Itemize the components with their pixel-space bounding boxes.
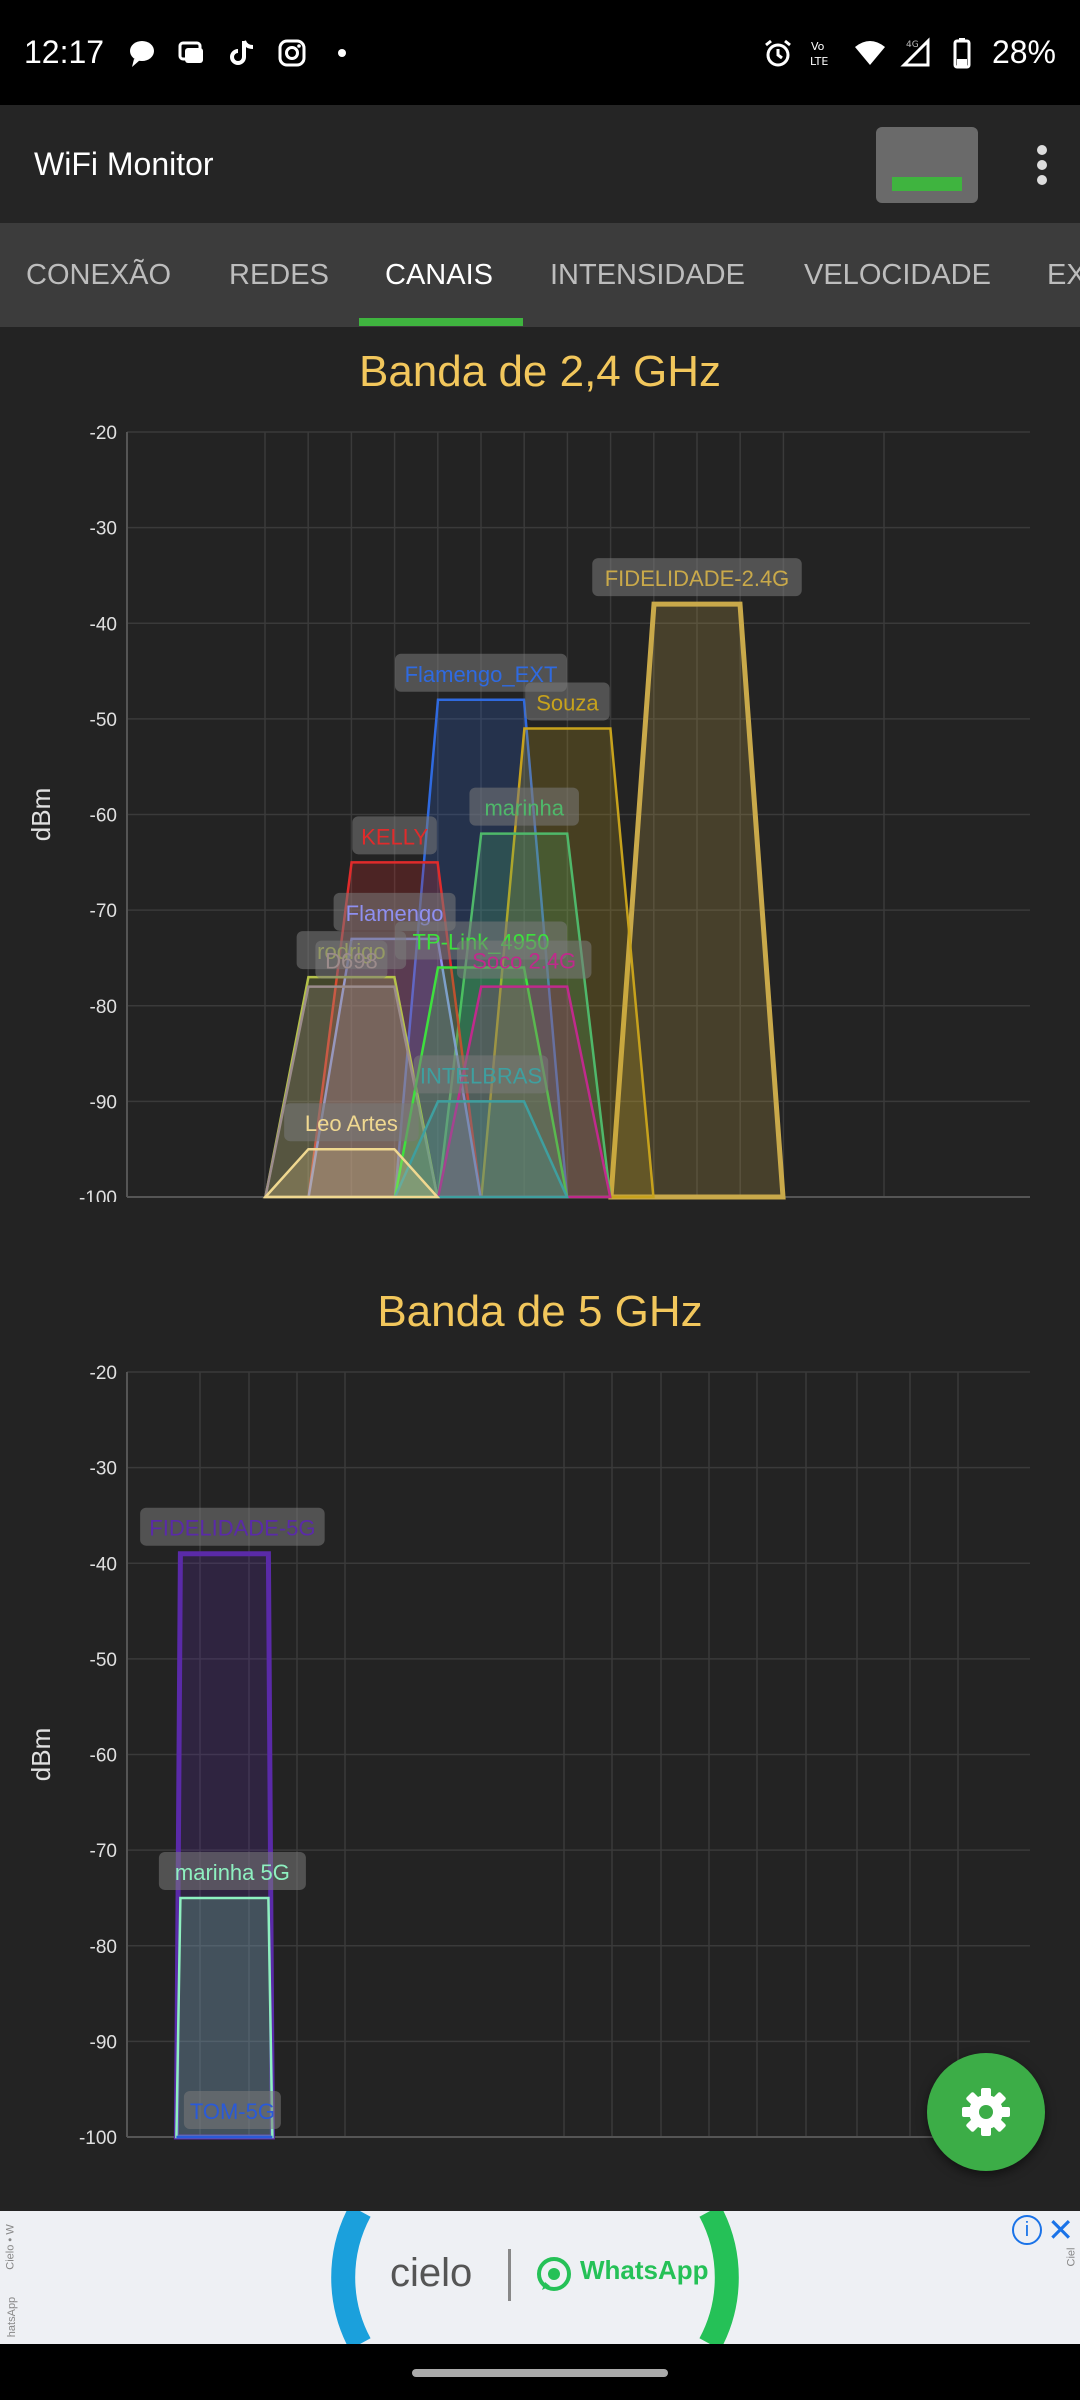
- svg-text:Vo: Vo: [811, 40, 825, 53]
- ad-divider: [508, 2249, 511, 2301]
- y-tick-label: -40: [90, 1554, 117, 1575]
- y-tick-label: -60: [90, 1746, 117, 1767]
- battery-icon: [953, 37, 971, 68]
- battery-level: 28%: [991, 34, 1056, 70]
- band5-chart: dBm-20-30-40-50-60-70-80-90-100404856641…: [26, 1363, 1030, 2149]
- y-tick-label: -40: [90, 614, 117, 635]
- ad-side-text-right: Ciel: [1065, 2247, 1078, 2267]
- wifi-icon: [854, 40, 885, 65]
- tab-velocidade[interactable]: VELOCIDADE: [804, 259, 991, 291]
- ad-side-text-left-bottom: hatsApp: [6, 2296, 19, 2338]
- speed-meter-button[interactable]: [876, 127, 978, 203]
- tab-bar: CONEXÃO REDES CANAIS INTENSIDADE VELOCID…: [0, 223, 1080, 327]
- app-title: WiFi Monitor: [34, 145, 214, 182]
- network-fidelidade-5g-label-bg: [140, 1507, 325, 1546]
- ad-banner[interactable]: cielo WhatsApp Cielo • W hatsApp Ciel i …: [0, 2211, 1080, 2344]
- tab-redes[interactable]: REDES: [229, 259, 329, 291]
- tiktok-icon: [230, 39, 254, 65]
- network-souza-label: Souza: [536, 690, 599, 715]
- app-bar: WiFi Monitor: [0, 105, 1080, 223]
- network-kelly-label: KELLY: [361, 824, 428, 849]
- y-tick-label: -70: [90, 1841, 117, 1862]
- y-tick-label: -60: [90, 806, 117, 827]
- y-tick-label: -50: [90, 1650, 117, 1671]
- channels-content: Banda de 2,4 GHz dBm -20 -30 -40 -50 -60 -70 -8…: [0, 327, 1080, 2211]
- network-marinha-5g-label-bg: [158, 1851, 306, 1890]
- network-intelbras-label-bg: [413, 1055, 549, 1094]
- network-flamengo-ext-label-bg: [395, 653, 567, 692]
- instagram-icon: [278, 39, 306, 66]
- whatsapp-icon: [537, 2257, 571, 2291]
- y-axis-label: dBm: [26, 788, 56, 841]
- settings-fab[interactable]: [927, 2053, 1045, 2171]
- network-marinha-label: marinha: [484, 796, 564, 821]
- y-tick-label: -20: [90, 423, 117, 444]
- messages-icon: [178, 41, 204, 63]
- tab-intensidade[interactable]: INTENSIDADE: [550, 259, 745, 291]
- network-kelly-label-bg: [352, 816, 437, 855]
- network-fidelidade-2-4g-label: FIDELIDADE-2.4G: [605, 566, 790, 591]
- network-soco-2-4g-label-bg: [456, 940, 592, 979]
- svg-text:LTE: LTE: [810, 55, 828, 68]
- network-tom-5g-label-bg: [183, 2091, 281, 2129]
- network-leo-artes-label-bg: [284, 1103, 419, 1142]
- navigation-bar: [0, 2344, 1080, 2400]
- home-handle[interactable]: [412, 2369, 668, 2377]
- network-d698-label-bg: [315, 940, 388, 979]
- status-bar: 12:17 Vo LTE 4G 28%: [0, 0, 1080, 105]
- band24-chart: dBm-20-30-40-50-60-70-80-90-100123456789…: [26, 423, 1030, 1202]
- network-fidelidade-2-4g-shape: [608, 601, 786, 1200]
- alarm-icon: [765, 39, 791, 66]
- ad-artwork: [331, 2211, 739, 2344]
- network-flamengo-label-bg: [333, 892, 456, 931]
- y-tick-label: -70: [90, 901, 117, 922]
- gear-icon: [962, 2088, 1010, 2136]
- y-tick-label: -100: [79, 2128, 117, 2149]
- status-time: 12:17: [24, 34, 105, 70]
- network-leo-artes-label: Leo Artes: [305, 1111, 398, 1136]
- y-axis-label: dBm: [26, 1728, 56, 1781]
- network-marinha-5g-label: marinha 5G: [175, 1860, 290, 1885]
- info-icon[interactable]: i: [1012, 2215, 1042, 2245]
- y-tick-label: -90: [90, 1092, 117, 1113]
- network-fidelidade-5g-label: FIDELIDADE-5G: [149, 1516, 315, 1541]
- tab-canais[interactable]: CANAIS: [385, 259, 493, 291]
- ad-side-text-left-top: Cielo • W: [4, 2224, 17, 2270]
- y-tick-label: -90: [90, 2032, 117, 2053]
- y-tick-label: -30: [90, 1459, 117, 1480]
- y-tick-label: -50: [90, 710, 117, 731]
- network-marinha-label-bg: [469, 787, 579, 826]
- network-intelbras-label: INTELBRAS: [420, 1063, 542, 1088]
- ad-partner: WhatsApp: [580, 2255, 709, 2285]
- band24-title: Banda de 2,4 GHz: [358, 347, 721, 396]
- network-leo-artes-shape: [262, 1147, 441, 1199]
- y-tick-label: -100: [79, 1188, 117, 1202]
- y-tick-label: -80: [90, 997, 117, 1018]
- active-tab-indicator: [359, 318, 523, 326]
- network-soco-2-4g-label: Soco 2.4G: [472, 949, 576, 974]
- tab-conexao[interactable]: CONEXÃO: [26, 259, 172, 291]
- svg-text:4G: 4G: [906, 40, 919, 50]
- network-tom-5g-label: TOM-5G: [190, 2099, 275, 2124]
- chat-bubble-icon: [130, 40, 155, 67]
- meter-bar: [892, 177, 962, 191]
- network-souza-label-bg: [525, 682, 610, 721]
- network-fidelidade-2-4g-label-bg: [592, 558, 802, 597]
- signal-4g-icon: 4G: [900, 36, 930, 66]
- dot-icon: [338, 48, 347, 57]
- network-intelbras-shape: [393, 1100, 569, 1199]
- y-tick-label: -80: [90, 1937, 117, 1958]
- network-d698-label: D698: [325, 949, 378, 974]
- tab-extra[interactable]: EX: [1047, 259, 1080, 291]
- y-tick-label: -20: [90, 1363, 117, 1384]
- volte-icon: Vo LTE: [810, 40, 828, 68]
- band5-title: Banda de 5 GHz: [377, 1287, 703, 1336]
- y-tick-label: -30: [90, 519, 117, 540]
- close-icon[interactable]: ✕: [1047, 2212, 1074, 2248]
- overflow-menu-icon[interactable]: [1034, 145, 1050, 185]
- ad-brand: cielo: [390, 2251, 473, 2295]
